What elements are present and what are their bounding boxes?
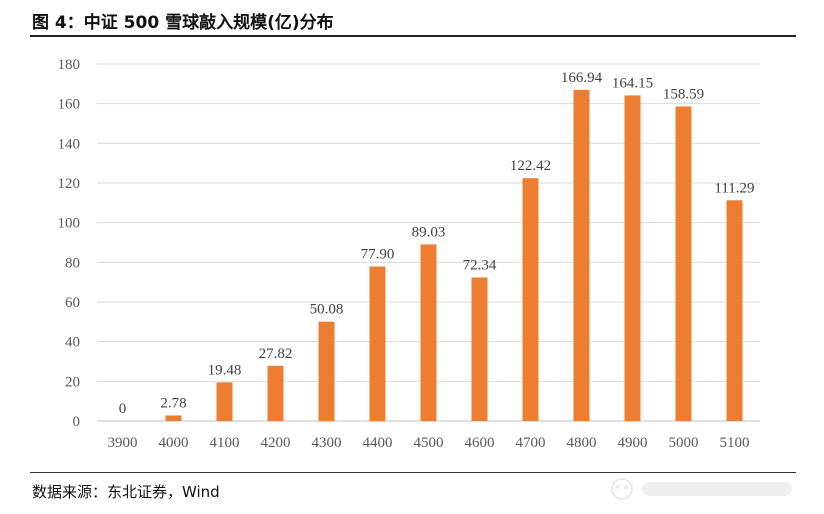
value-label: 2.78	[160, 395, 186, 411]
x-tick-label: 4900	[618, 435, 648, 451]
bars	[165, 89, 743, 421]
value-label: 27.82	[259, 346, 293, 362]
bar	[522, 178, 539, 421]
value-label: 164.15	[612, 75, 653, 91]
x-tick-label: 4400	[363, 435, 393, 451]
x-tick-label: 4300	[312, 435, 342, 451]
bar	[624, 95, 641, 421]
x-tick-label: 4800	[567, 435, 597, 451]
value-label: 77.90	[361, 246, 395, 262]
bar	[675, 106, 692, 421]
x-axis-ticks: 3900 4000 4100 4200 4300 4400 4500 4600 4700 4800…	[108, 435, 750, 451]
bar	[318, 321, 335, 421]
x-tick-label: 4600	[465, 435, 495, 451]
y-tick-label: 100	[58, 216, 81, 232]
value-label: 158.59	[663, 86, 704, 102]
value-label: 0	[119, 401, 127, 417]
bar-chart: 0 20 40 60 80 100 120 140 160 180 0 2.78 19.48 27.82…	[58, 57, 760, 451]
source-note: 数据来源：东北证券，Wind	[32, 483, 220, 501]
value-label: 166.94	[561, 70, 603, 86]
value-label: 122.42	[510, 158, 551, 174]
x-tick-label: 4500	[414, 435, 444, 451]
value-labels: 0 2.78 19.48 27.82 50.08 77.90 89.03 72.34 122.4…	[119, 70, 755, 417]
value-label: 89.03	[412, 224, 446, 240]
x-tick-label: 3900	[108, 435, 138, 451]
x-tick-label: 4700	[516, 435, 546, 451]
y-axis-ticks: 0 20 40 60 80 100 120 140 160 180	[58, 57, 81, 430]
bar	[165, 415, 182, 421]
y-tick-label: 120	[58, 176, 81, 192]
watermark-logo	[611, 478, 792, 500]
value-label: 72.34	[463, 258, 497, 274]
x-tick-label: 5000	[669, 435, 699, 451]
y-tick-label: 80	[65, 255, 80, 271]
bar	[471, 277, 488, 421]
figure-title: 图 4：中证 500 雪球敲入规模(亿)分布	[32, 13, 334, 33]
y-tick-label: 60	[65, 295, 80, 311]
value-label: 19.48	[208, 362, 242, 378]
bar	[216, 382, 233, 421]
bar	[420, 244, 437, 421]
y-tick-label: 160	[58, 97, 81, 113]
y-tick-label: 180	[58, 57, 81, 73]
bar	[726, 200, 743, 421]
x-tick-label: 4100	[210, 435, 240, 451]
value-label: 111.29	[714, 180, 754, 196]
bar	[369, 266, 386, 421]
y-tick-label: 40	[65, 335, 80, 351]
y-tick-label: 20	[65, 374, 80, 390]
value-label: 50.08	[310, 302, 344, 318]
title-rule	[30, 35, 796, 37]
bar	[573, 89, 590, 421]
x-tick-label: 4000	[159, 435, 189, 451]
source-rule	[30, 472, 796, 473]
y-tick-label: 0	[73, 414, 81, 430]
bar	[267, 365, 284, 421]
x-tick-label: 5100	[720, 435, 750, 451]
x-tick-label: 4200	[261, 435, 291, 451]
y-tick-label: 140	[58, 136, 81, 152]
